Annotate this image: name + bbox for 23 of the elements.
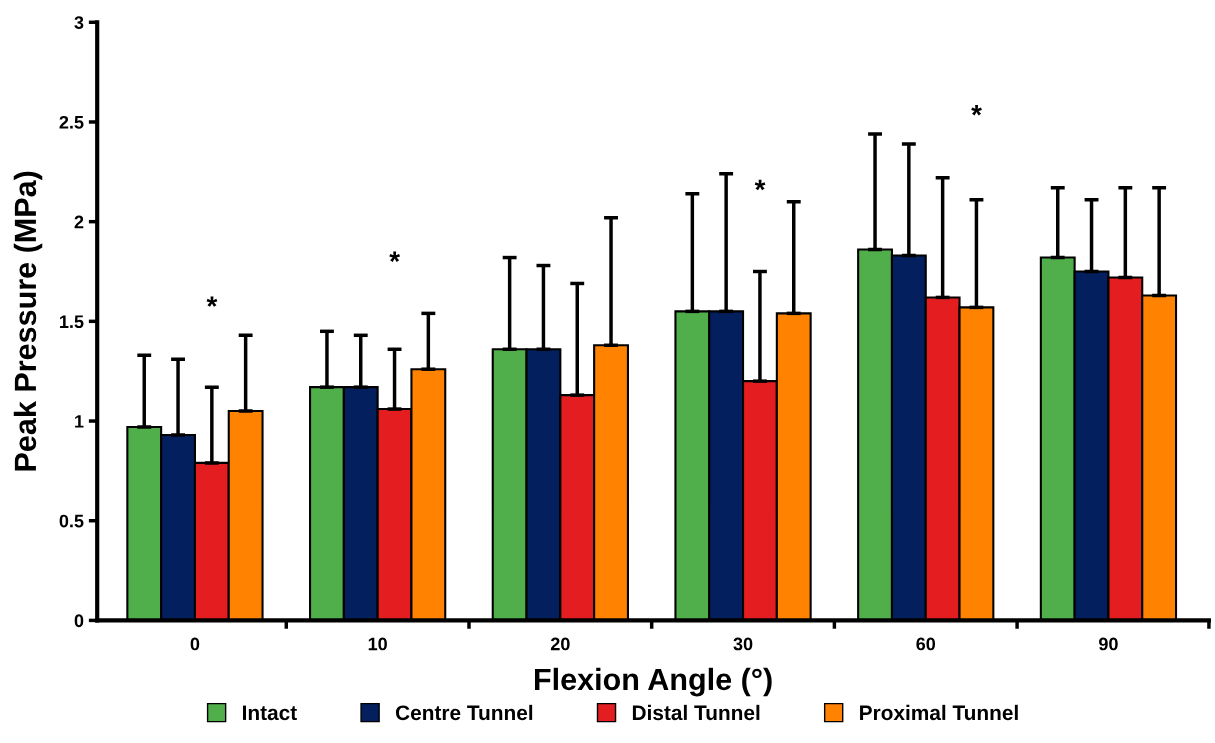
annotation: * <box>206 296 218 307</box>
legend-label: Distal Tunnel <box>632 704 760 721</box>
annotation: * <box>971 105 982 116</box>
x-tick-label: 10 <box>368 637 387 651</box>
y-tick-label: 2 <box>74 215 84 229</box>
x-tick-label: 20 <box>550 637 570 651</box>
y-axis-title: Peak Pressure (MPa) <box>13 171 43 471</box>
annotation: * <box>389 251 401 262</box>
x-tick-label: 90 <box>1099 637 1118 651</box>
legend-label: Centre Tunnel <box>395 704 533 721</box>
annotation: * <box>754 179 766 191</box>
x-tick-label: 30 <box>733 637 753 651</box>
y-tick-label: 0.5 <box>59 514 84 528</box>
x-axis-title: Flexion Angle (°) <box>535 667 772 697</box>
legend-label: Intact <box>243 705 297 721</box>
y-tick-label: 1.5 <box>60 315 84 329</box>
y-tick-label: 3 <box>74 16 84 30</box>
x-tick-label: 60 <box>916 637 936 651</box>
y-tick-label: 0 <box>74 614 84 628</box>
y-tick-label: 2.5 <box>59 115 84 129</box>
x-tick-label: 0 <box>190 637 200 651</box>
y-tick-label: 1 <box>75 415 84 428</box>
legend-label: Proximal Tunnel <box>860 704 1018 721</box>
